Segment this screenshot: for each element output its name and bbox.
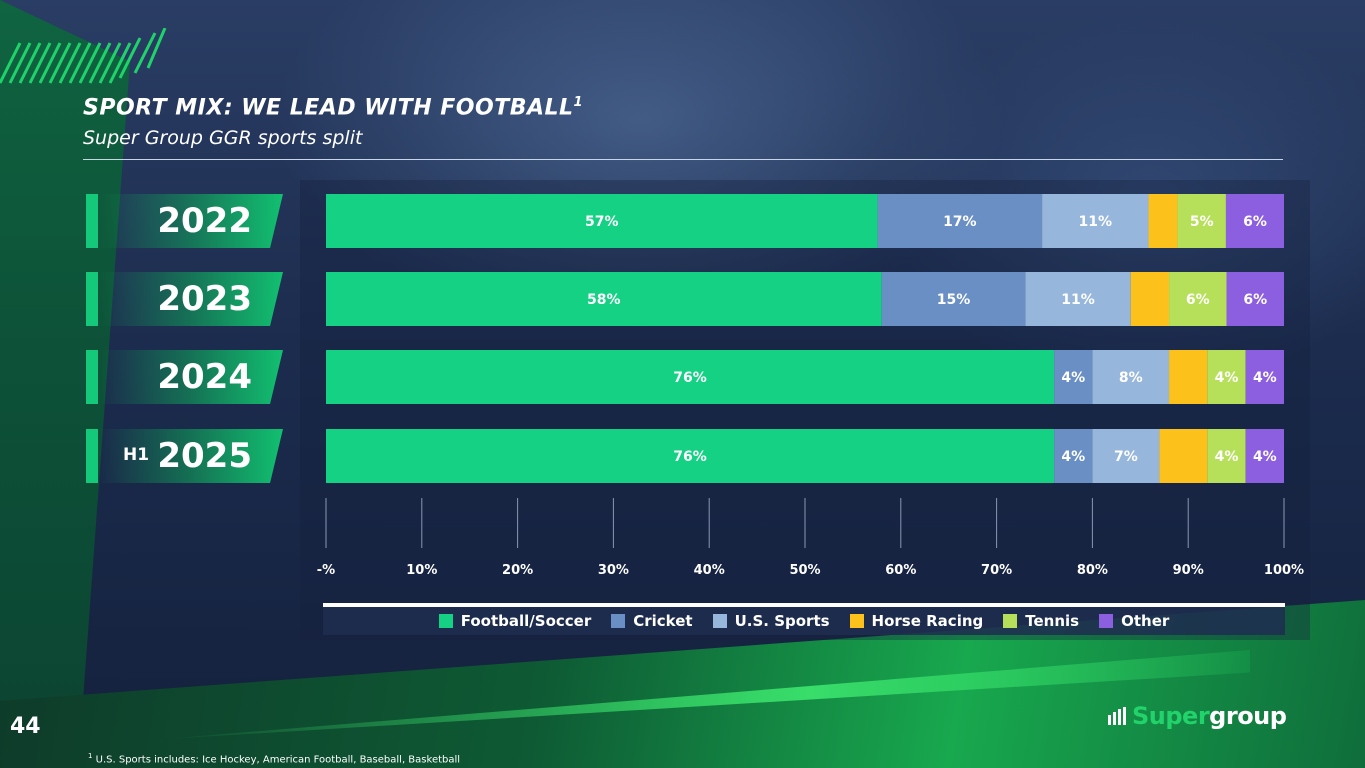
data-label: 11% xyxy=(1061,292,1095,308)
data-label: 76% xyxy=(673,370,707,386)
legend-label: Cricket xyxy=(633,612,693,630)
legend-label: Horse Racing xyxy=(871,612,984,630)
bar-segment xyxy=(1054,429,1093,483)
bar-segment xyxy=(1092,429,1160,483)
legend-item: Horse Racing xyxy=(849,612,984,630)
data-label: 11% xyxy=(1079,214,1113,230)
legend-top-line xyxy=(323,603,1285,607)
year-tab xyxy=(98,272,283,326)
data-label: 6% xyxy=(1186,292,1210,308)
year-tab xyxy=(98,350,283,404)
legend-swatch xyxy=(712,614,727,628)
chart-legend: Football/Soccer Cricket U.S. Sports Horse R… xyxy=(323,607,1285,635)
bar-segment xyxy=(881,272,1026,326)
year-label-2022: 2022 xyxy=(157,201,252,241)
legend-item: Tennis xyxy=(1003,612,1079,630)
year-tab xyxy=(98,194,283,248)
logo-bars-icon xyxy=(1108,707,1126,725)
bar-segment xyxy=(1245,350,1284,404)
bar-segment xyxy=(1245,429,1284,483)
bar-segment xyxy=(326,272,882,326)
h1-prefix: H1 xyxy=(123,445,150,465)
legend-swatch xyxy=(1099,614,1114,628)
legend-item: Other xyxy=(1099,612,1169,630)
data-label: 5% xyxy=(1190,214,1214,230)
footnote: 1 U.S. Sports includes: Ice Hockey, Amer… xyxy=(88,752,461,766)
bar-segment xyxy=(1169,272,1227,326)
year-marker xyxy=(86,272,98,326)
x-tick-label: 70% xyxy=(981,563,1012,578)
bar-segment xyxy=(1177,194,1226,248)
bar-segment xyxy=(1092,350,1170,404)
x-tick-label: 40% xyxy=(694,563,725,578)
data-label: 17% xyxy=(943,214,977,230)
year-marker xyxy=(86,350,98,404)
legend-swatch xyxy=(1003,614,1018,628)
legend-label: Other xyxy=(1121,612,1170,630)
data-label: 4% xyxy=(1215,449,1239,465)
slide-subtitle: Super Group GGR sports split xyxy=(83,127,363,149)
x-tick-label: 50% xyxy=(789,563,820,578)
data-label: 8% xyxy=(1119,370,1143,386)
data-label: 4% xyxy=(1253,449,1277,465)
data-label: 57% xyxy=(585,214,619,230)
bar-segment xyxy=(1042,194,1149,248)
bar-segment xyxy=(1207,350,1246,404)
bar-segment xyxy=(1225,194,1284,248)
data-label: 7% xyxy=(1114,449,1138,465)
chart-backdrop xyxy=(300,180,1310,640)
x-tick-label: 100% xyxy=(1264,563,1304,578)
bar-segment xyxy=(326,350,1055,404)
legend-label: U.S. Sports xyxy=(734,612,830,630)
year-marker xyxy=(86,429,98,483)
bar-segment xyxy=(1169,350,1208,404)
year-label-2023: 2023 xyxy=(157,279,252,319)
data-label: 4% xyxy=(1215,370,1239,386)
x-tick-label: 30% xyxy=(598,563,629,578)
data-label: 15% xyxy=(937,292,971,308)
bar-segment xyxy=(326,429,1055,483)
bar-segment xyxy=(1148,194,1178,248)
slide-title: SPORT MIX: WE LEAD WITH FOOTBALL1 xyxy=(83,95,584,121)
legend-label: Tennis xyxy=(1025,612,1080,630)
legend-label: Football/Soccer xyxy=(460,612,592,630)
x-tick-label: 20% xyxy=(502,563,533,578)
legend-swatch xyxy=(438,614,453,628)
legend-background xyxy=(323,607,1285,635)
data-label: 58% xyxy=(587,292,621,308)
bar-segment xyxy=(1159,429,1208,483)
year-label-2025: 2025 xyxy=(157,436,252,476)
year-tab xyxy=(98,429,283,483)
data-label: 6% xyxy=(1243,214,1267,230)
decorative-stripes xyxy=(0,28,167,84)
bar-segment xyxy=(1025,272,1131,326)
data-label: 76% xyxy=(673,449,707,465)
x-tick-label: 90% xyxy=(1173,563,1204,578)
data-label: 4% xyxy=(1061,449,1085,465)
data-label: 4% xyxy=(1061,370,1085,386)
data-label: 6% xyxy=(1243,292,1267,308)
x-tick-label: -% xyxy=(317,563,335,578)
legend-item: U.S. Sports xyxy=(712,612,830,630)
title-divider xyxy=(83,159,1283,160)
x-tick-label: 60% xyxy=(885,563,916,578)
year-label-2024: 2024 xyxy=(157,357,252,397)
bar-segment xyxy=(1207,429,1246,483)
bar-segment xyxy=(877,194,1043,248)
legend-item: Football/Soccer xyxy=(438,612,592,630)
supergroup-logo: Super group xyxy=(1108,702,1287,730)
bar-segment xyxy=(326,194,878,248)
legend-swatch xyxy=(611,614,626,628)
legend-item: Cricket xyxy=(611,612,693,630)
year-marker xyxy=(86,194,98,248)
x-tick-label: 80% xyxy=(1077,563,1108,578)
legend-swatch xyxy=(849,614,864,628)
data-label: 4% xyxy=(1253,370,1277,386)
bar-segment xyxy=(1226,272,1284,326)
bar-segment xyxy=(1054,350,1093,404)
x-tick-label: 10% xyxy=(406,563,437,578)
page-number: 44 xyxy=(10,714,41,739)
bar-segment xyxy=(1130,272,1170,326)
